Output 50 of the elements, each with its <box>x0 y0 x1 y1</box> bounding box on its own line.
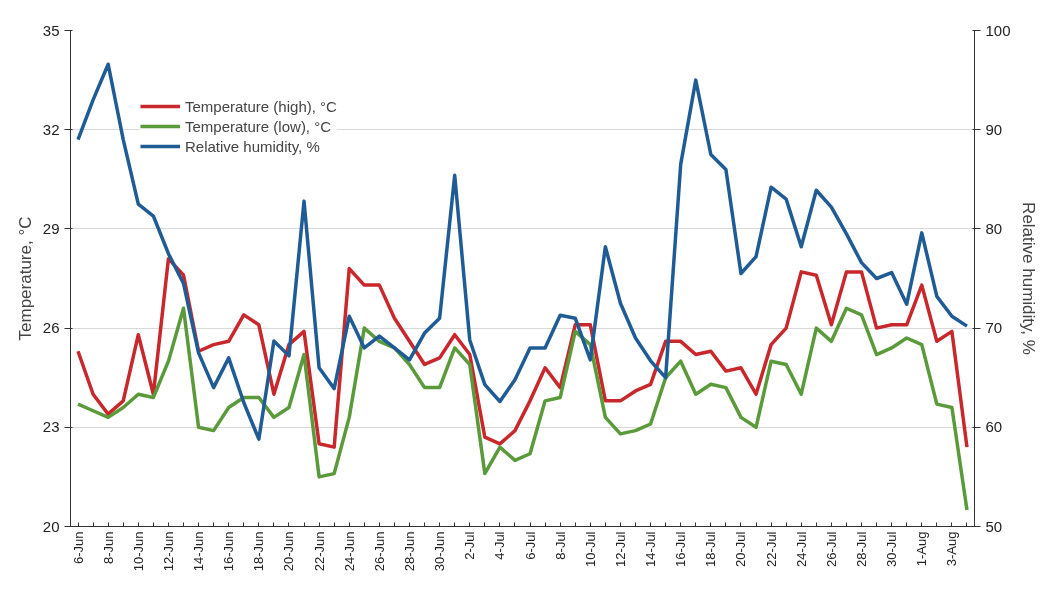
x-tick-label: 18-Jun <box>251 531 267 572</box>
x-tick-label: 6-Jul <box>522 531 538 560</box>
y2-tick-label: 80 <box>985 219 1003 237</box>
x-tick-label: 24-Jun <box>341 531 357 572</box>
legend-label: Temperature (high), °C <box>185 97 337 115</box>
x-tick-label: 26-Jun <box>371 531 387 572</box>
x-tick-label: 3-Aug <box>944 531 960 567</box>
x-tick-label: 8-Jun <box>100 531 116 565</box>
y-tick-label: 20 <box>42 517 60 535</box>
x-tick-label: 14-Jun <box>191 531 207 572</box>
y-axis-title: Temperature, °C <box>15 216 35 341</box>
y-tick-label: 32 <box>42 120 60 138</box>
x-tick-label: 1-Aug <box>914 531 930 567</box>
x-tick-label: 22-Jun <box>311 531 327 572</box>
y2-axis-title: Relative humidity, % <box>1018 202 1038 355</box>
legend-label: Relative humidity, % <box>185 137 320 155</box>
x-tick-label: 10-Jul <box>582 531 598 567</box>
x-tick-label: 16-Jul <box>673 531 689 567</box>
x-tick-label: 26-Jul <box>823 531 839 567</box>
x-tick-label: 12-Jul <box>612 531 628 567</box>
line-series <box>76 256 969 449</box>
x-tick-label: 24-Jul <box>793 531 809 567</box>
x-tick-label: 10-Jun <box>130 531 146 572</box>
line-series <box>76 62 969 441</box>
x-tick-label: 28-Jul <box>854 531 869 567</box>
x-tick-label: 4-Jul <box>492 531 508 560</box>
y-tick-label: 23 <box>42 418 60 436</box>
x-tick-label: 16-Jun <box>221 531 237 572</box>
x-tick-label: 20-Jul <box>733 531 749 567</box>
y2-tick-label: 50 <box>985 517 1003 535</box>
x-tick-label: 20-Jun <box>281 531 297 572</box>
x-tick-label: 22-Jul <box>763 531 779 567</box>
y2-tick-label: 90 <box>985 120 1003 138</box>
x-tick-label: 2-Jul <box>462 531 478 560</box>
y-tick-label: 26 <box>42 319 60 337</box>
x-tick-label: 6-Jun <box>70 531 86 565</box>
line-series <box>76 306 969 512</box>
x-tick-label: 14-Jul <box>643 531 659 567</box>
y-tick-label: 29 <box>42 219 60 237</box>
x-tick-label: 12-Jun <box>160 531 176 572</box>
x-tick-label: 30-Jun <box>432 531 448 572</box>
y2-tick-label: 60 <box>985 418 1003 436</box>
legend-label: Temperature (low), °C <box>185 117 332 135</box>
y2-tick-label: 70 <box>985 319 1003 337</box>
x-tick-label: 18-Jul <box>703 531 719 567</box>
y2-tick-label: 100 <box>985 21 1011 39</box>
x-tick-label: 28-Jun <box>402 531 417 572</box>
x-tick-label: 30-Jul <box>884 531 900 567</box>
x-tick-label: 8-Jul <box>552 531 568 560</box>
y-tick-label: 35 <box>42 21 60 39</box>
